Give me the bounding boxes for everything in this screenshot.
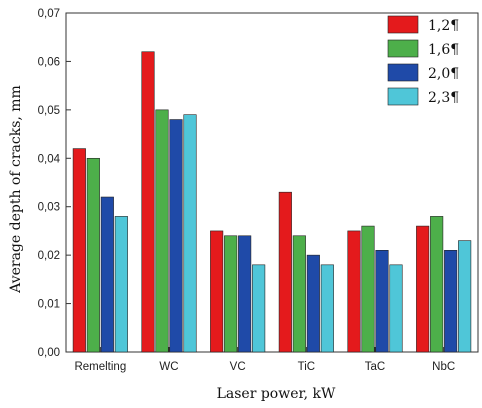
bars bbox=[72, 51, 472, 353]
legend-label: 1,6¶ bbox=[428, 42, 459, 58]
x-tick-label: VC bbox=[230, 361, 246, 373]
y-axis-title: Average depth of cracks, mm bbox=[8, 85, 24, 294]
legend-swatch bbox=[387, 87, 419, 106]
bar bbox=[430, 216, 444, 353]
bar bbox=[444, 250, 458, 353]
y-tick-label: 0,07 bbox=[38, 8, 60, 20]
bar bbox=[416, 225, 430, 353]
legend: 1,2¶ 1,6¶ 2,0¶ 2,3¶ bbox=[387, 15, 459, 106]
bar bbox=[238, 235, 252, 353]
bar bbox=[169, 119, 183, 353]
bar bbox=[72, 148, 86, 353]
legend-label: 2,0¶ bbox=[428, 66, 459, 82]
y-axis-ticks: 0,00 0,01 0,02 0,03 0,04 0,05 0,06 0,07 bbox=[38, 8, 71, 359]
plot-border bbox=[65, 12, 479, 353]
bar bbox=[86, 157, 100, 353]
y-tick-label: 0,06 bbox=[38, 56, 60, 68]
x-tick-label: WC bbox=[159, 361, 178, 373]
bar bbox=[183, 114, 197, 353]
bar bbox=[320, 264, 334, 353]
bar bbox=[155, 109, 169, 353]
y-tick-label: 0,03 bbox=[38, 202, 60, 214]
bar bbox=[100, 196, 114, 353]
bar bbox=[224, 235, 238, 353]
legend-swatch bbox=[387, 39, 419, 58]
x-tick-label: TaC bbox=[365, 361, 385, 373]
x-tick-label: NbC bbox=[432, 361, 455, 373]
bar bbox=[375, 250, 389, 353]
legend-label: 1,2¶ bbox=[428, 18, 459, 34]
bar bbox=[210, 230, 224, 353]
bar bbox=[278, 191, 292, 353]
bar bbox=[347, 230, 361, 353]
bar bbox=[114, 216, 128, 353]
y-tick-label: 0,04 bbox=[38, 153, 61, 165]
legend-label: 2,3¶ bbox=[428, 90, 459, 106]
plot-frame bbox=[65, 12, 479, 353]
x-axis-title: Laser power, kW bbox=[217, 386, 336, 402]
y-tick-label: 0,05 bbox=[38, 105, 60, 117]
bar bbox=[389, 264, 403, 353]
bar bbox=[292, 235, 306, 353]
bar bbox=[141, 51, 155, 353]
legend-swatch bbox=[387, 63, 419, 82]
bar bbox=[306, 254, 320, 353]
x-axis-ticks: Remelting WC VC TiC TaC NbC bbox=[74, 347, 455, 373]
bar bbox=[361, 225, 375, 353]
y-tick-label: 0,01 bbox=[38, 299, 60, 311]
bar bbox=[458, 240, 472, 353]
bar bbox=[252, 264, 266, 353]
legend-swatch bbox=[387, 15, 419, 34]
x-tick-label: Remelting bbox=[74, 361, 126, 373]
y-tick-label: 0,02 bbox=[38, 250, 60, 262]
y-tick-label: 0,00 bbox=[38, 347, 60, 359]
x-tick-label: TiC bbox=[298, 361, 315, 373]
